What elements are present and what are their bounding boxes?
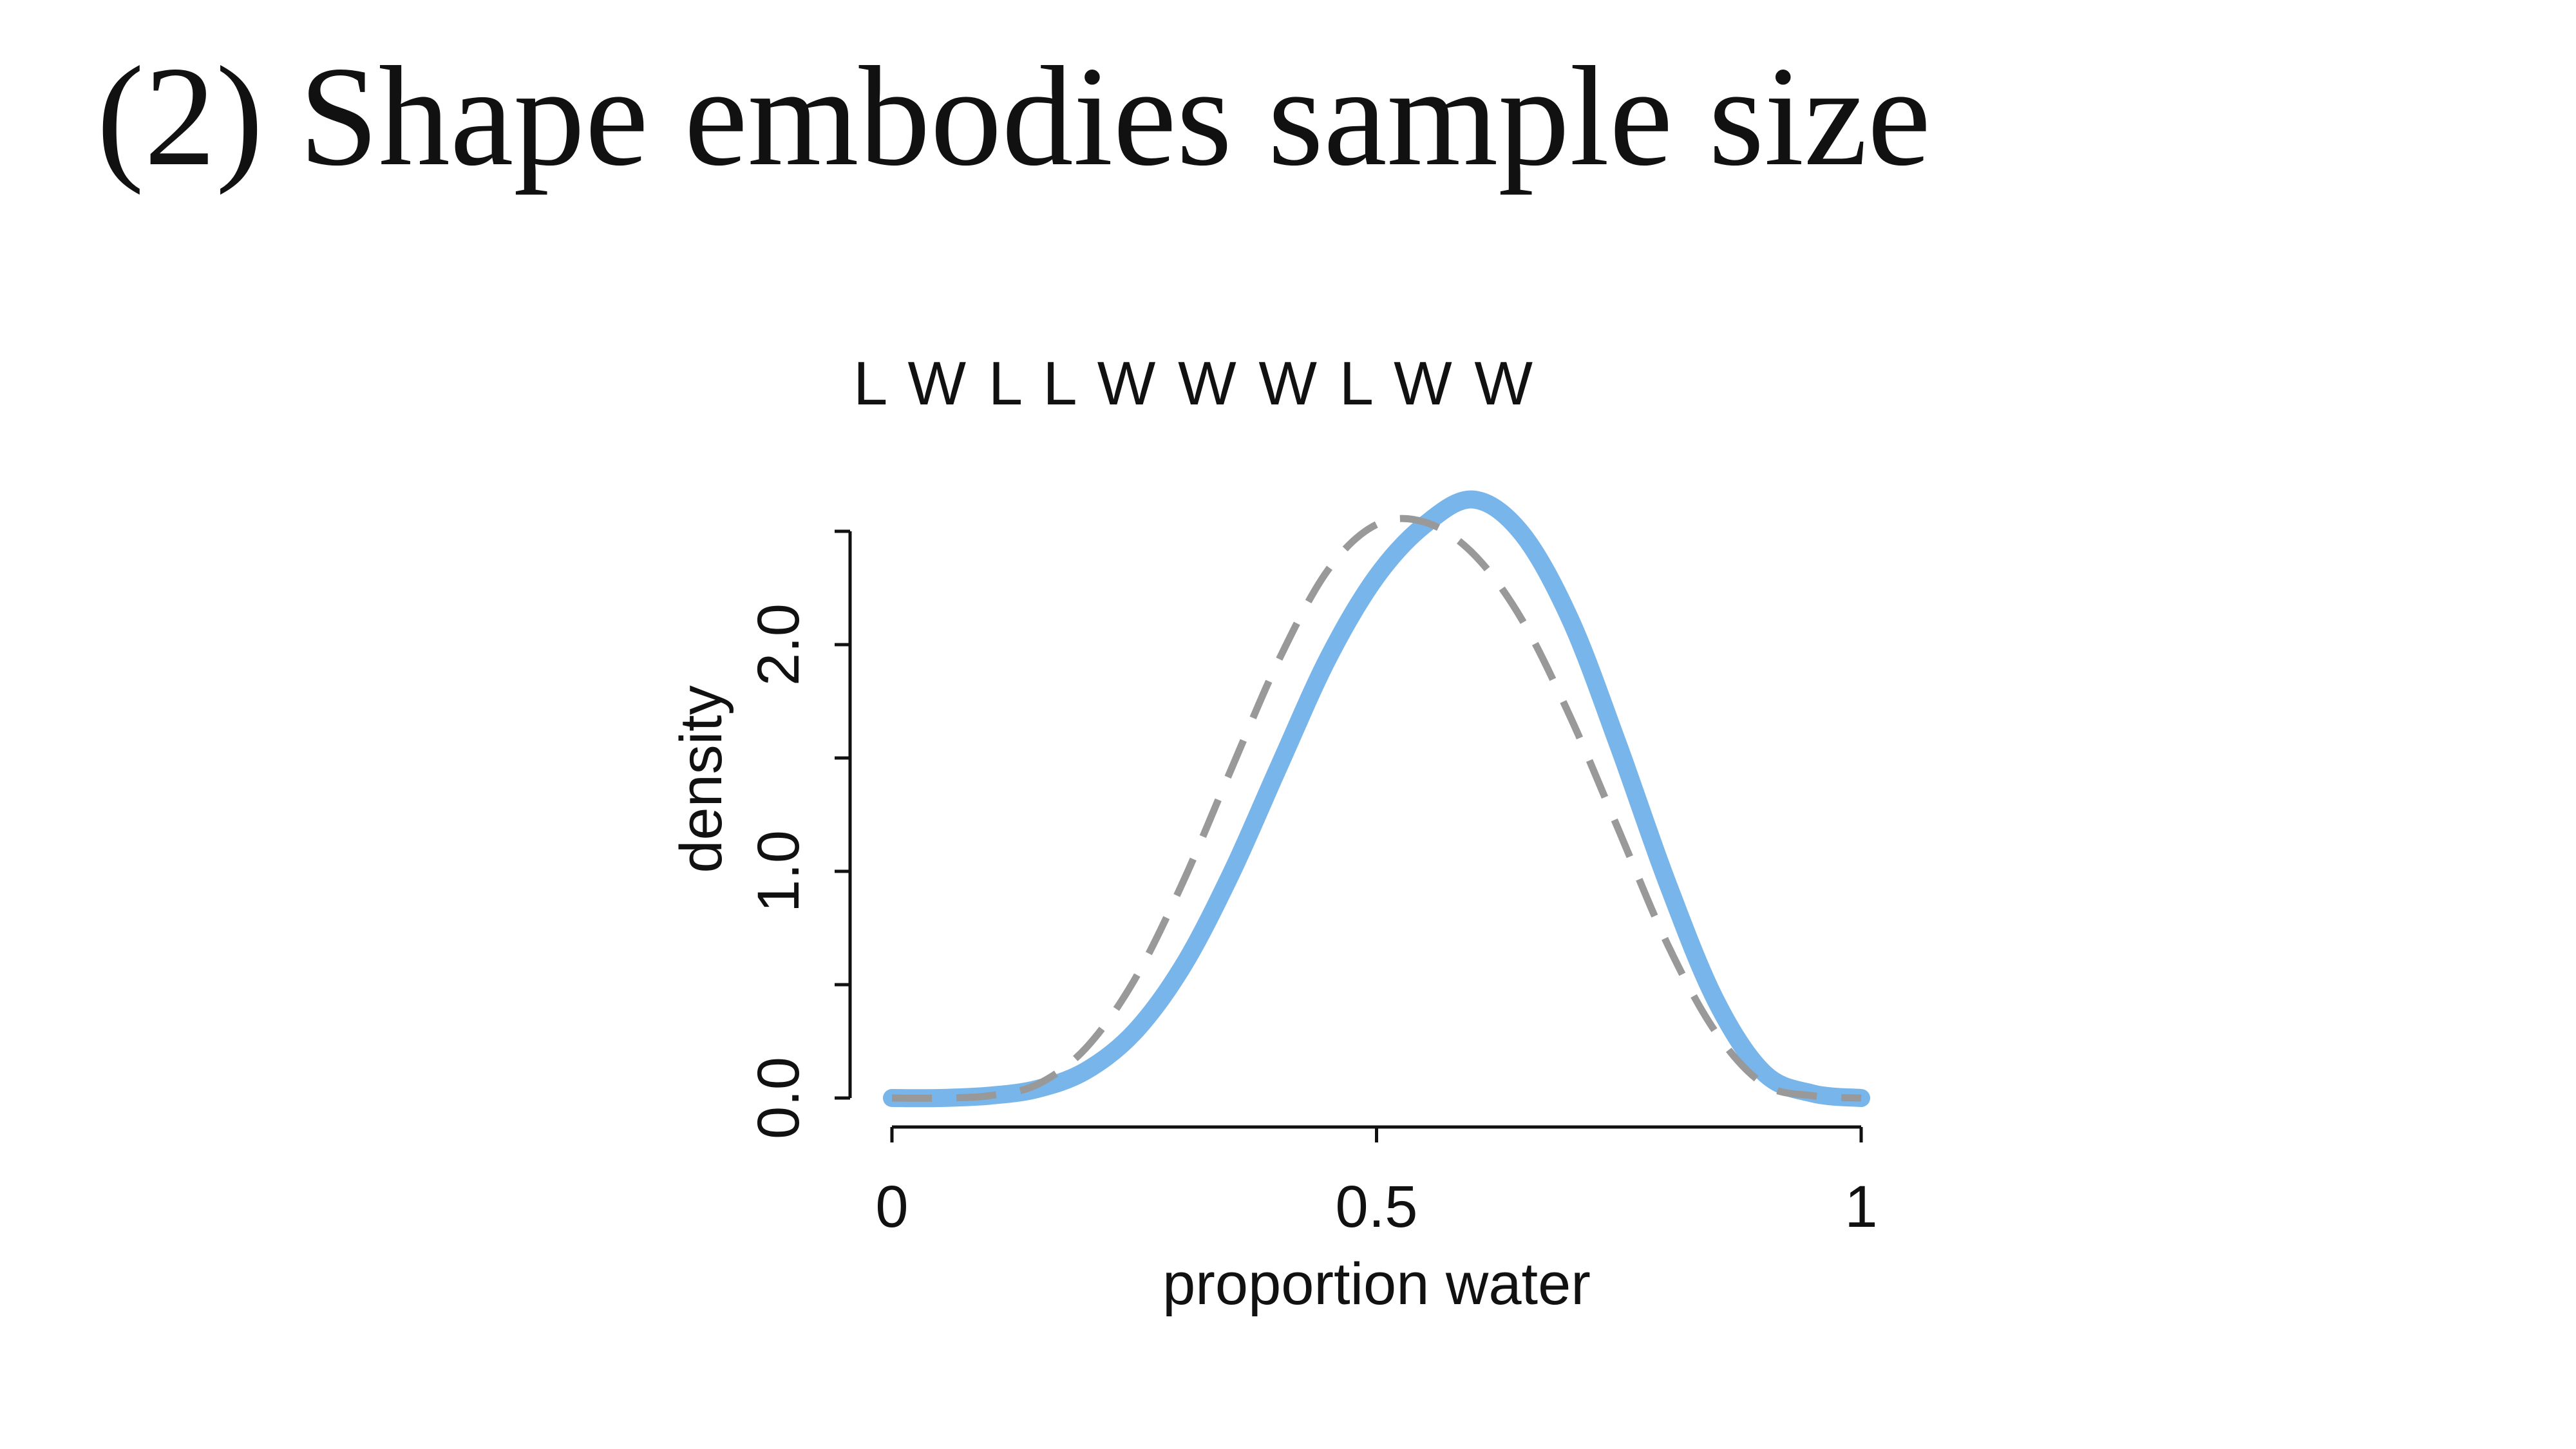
y-tick-label: 0.0 bbox=[746, 1057, 811, 1139]
chart-title: L W L L W W W L W W bbox=[853, 349, 1535, 418]
x-tick-label: 0 bbox=[875, 1174, 908, 1240]
y-tick-label: 2.0 bbox=[746, 603, 811, 686]
y-axis-label: density bbox=[668, 685, 734, 873]
solid-density-curve bbox=[883, 490, 1870, 1108]
x-tick-label: 0.5 bbox=[1336, 1174, 1418, 1240]
x-axis-label: proportion water bbox=[1162, 1251, 1591, 1317]
y-tick-label: 1.0 bbox=[746, 830, 811, 913]
x-tick-label: 1 bbox=[1844, 1174, 1877, 1240]
slide-title: (2) Shape embodies sample size bbox=[97, 37, 1931, 196]
dashed-density-curve bbox=[891, 515, 1862, 1102]
